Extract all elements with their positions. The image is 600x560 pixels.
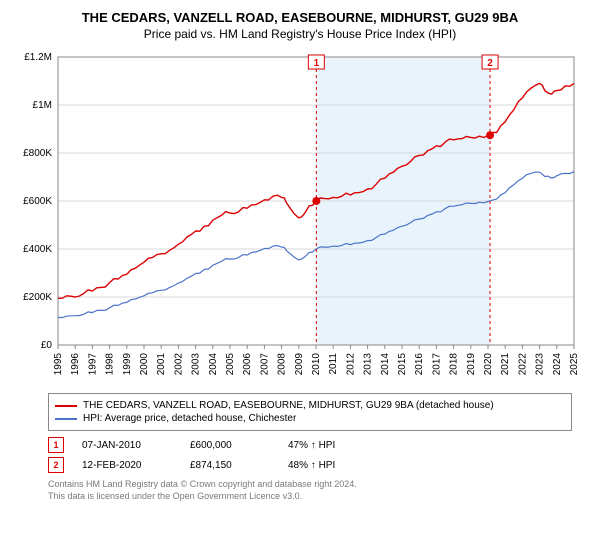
chart-subtitle: Price paid vs. HM Land Registry's House … <box>10 27 590 41</box>
svg-text:2005: 2005 <box>225 353 236 376</box>
event-date: 12-FEB-2020 <box>82 460 172 471</box>
svg-text:2000: 2000 <box>139 353 150 376</box>
svg-text:2019: 2019 <box>466 353 477 376</box>
license-note: Contains HM Land Registry data © Crown c… <box>48 479 572 502</box>
svg-text:2001: 2001 <box>156 353 167 376</box>
legend: THE CEDARS, VANZELL ROAD, EASEBOURNE, MI… <box>48 393 572 431</box>
svg-text:2024: 2024 <box>552 353 563 376</box>
event-row: 1 07-JAN-2010 £600,000 47% ↑ HPI <box>48 437 572 453</box>
svg-text:1995: 1995 <box>53 353 64 376</box>
svg-text:2023: 2023 <box>535 353 546 376</box>
svg-text:£600K: £600K <box>23 196 52 207</box>
event-price: £600,000 <box>190 440 270 451</box>
svg-text:£1M: £1M <box>33 100 52 111</box>
license-line: Contains HM Land Registry data © Crown c… <box>48 479 572 491</box>
event-date: 07-JAN-2010 <box>82 440 172 451</box>
event-price: £874,150 <box>190 460 270 471</box>
legend-label: THE CEDARS, VANZELL ROAD, EASEBOURNE, MI… <box>83 400 494 411</box>
legend-swatch <box>55 418 77 420</box>
event-delta: 47% ↑ HPI <box>288 440 378 451</box>
svg-text:2012: 2012 <box>345 353 356 376</box>
svg-text:2: 2 <box>487 58 493 69</box>
legend-item: THE CEDARS, VANZELL ROAD, EASEBOURNE, MI… <box>55 400 565 411</box>
svg-text:1999: 1999 <box>122 353 133 376</box>
svg-text:2004: 2004 <box>208 353 219 376</box>
svg-text:1: 1 <box>314 58 320 69</box>
svg-text:2011: 2011 <box>328 353 339 375</box>
svg-text:2025: 2025 <box>569 353 580 376</box>
svg-text:2007: 2007 <box>259 353 270 376</box>
event-row: 2 12-FEB-2020 £874,150 48% ↑ HPI <box>48 457 572 473</box>
legend-label: HPI: Average price, detached house, Chic… <box>83 413 296 424</box>
svg-text:2006: 2006 <box>242 353 253 376</box>
svg-text:2021: 2021 <box>500 353 511 376</box>
svg-text:2022: 2022 <box>517 353 528 376</box>
chart-title: THE CEDARS, VANZELL ROAD, EASEBOURNE, MI… <box>10 10 590 25</box>
event-delta: 48% ↑ HPI <box>288 460 378 471</box>
svg-text:1998: 1998 <box>105 353 116 376</box>
svg-text:£400K: £400K <box>23 244 52 255</box>
legend-swatch <box>55 405 77 407</box>
svg-text:2009: 2009 <box>294 353 305 376</box>
event-badge: 1 <box>48 437 64 453</box>
events-table: 1 07-JAN-2010 £600,000 47% ↑ HPI 2 12-FE… <box>48 437 572 473</box>
event-badge: 2 <box>48 457 64 473</box>
svg-text:2015: 2015 <box>397 353 408 376</box>
svg-text:1997: 1997 <box>87 353 98 376</box>
svg-text:2010: 2010 <box>311 353 322 376</box>
svg-text:£800K: £800K <box>23 148 52 159</box>
svg-text:2020: 2020 <box>483 353 494 376</box>
price-chart: £0 £200K £400K £600K £800K £1M £1.2M 1995 1996 19… <box>10 47 590 387</box>
svg-text:1996: 1996 <box>70 353 81 376</box>
svg-text:2003: 2003 <box>191 353 202 376</box>
svg-text:£200K: £200K <box>23 292 52 303</box>
svg-text:£1.2M: £1.2M <box>24 52 52 63</box>
legend-item: HPI: Average price, detached house, Chic… <box>55 413 565 424</box>
svg-text:2008: 2008 <box>277 353 288 376</box>
license-line: This data is licensed under the Open Gov… <box>48 491 572 503</box>
svg-text:2014: 2014 <box>380 353 391 376</box>
svg-text:2016: 2016 <box>414 353 425 376</box>
svg-text:2002: 2002 <box>173 353 184 376</box>
chart-container: THE CEDARS, VANZELL ROAD, EASEBOURNE, MI… <box>10 10 590 502</box>
svg-text:2017: 2017 <box>431 353 442 376</box>
svg-text:£0: £0 <box>41 340 53 351</box>
svg-text:2013: 2013 <box>363 353 374 376</box>
svg-text:2018: 2018 <box>449 353 460 376</box>
